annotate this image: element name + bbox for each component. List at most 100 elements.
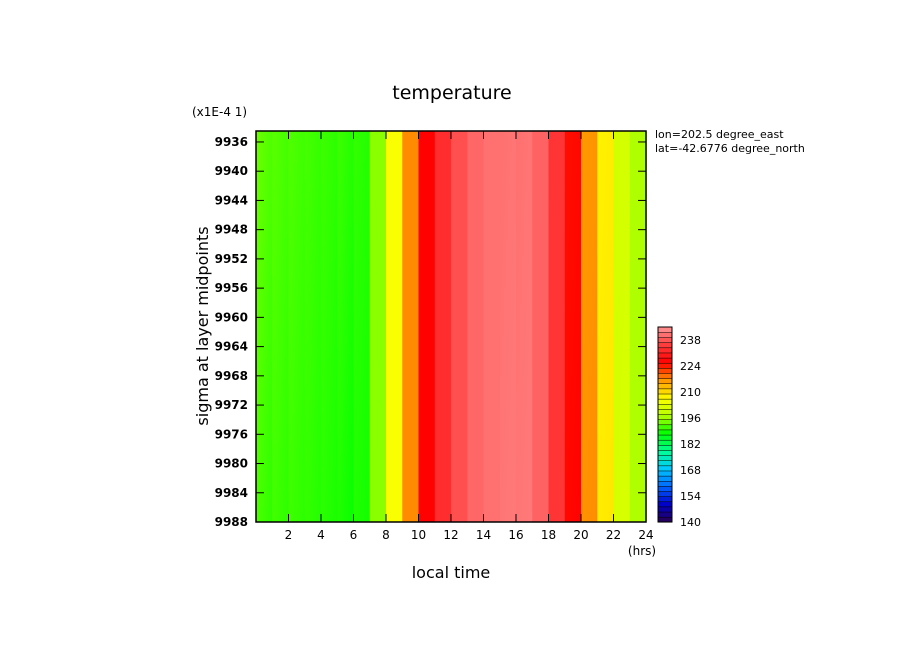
heatmap-cell (451, 131, 468, 522)
x-tick-label: 22 (606, 528, 621, 542)
colorbar-swatch (657, 398, 673, 405)
colorbar-tick-label: 210 (680, 386, 701, 399)
colorbar-frame (657, 326, 673, 523)
colorbar-tick-label: 224 (680, 360, 701, 373)
colorbar-swatch (657, 378, 673, 385)
colorbar-swatch (657, 439, 673, 446)
heatmap-cell (483, 131, 501, 522)
x-tick-label: 24 (638, 528, 653, 542)
y-tick-label: 9944 (215, 193, 248, 207)
colorbar-swatch (657, 372, 673, 379)
heatmap-cell (564, 131, 582, 522)
heatmap-cell (532, 131, 550, 522)
x-tick-label: 6 (350, 528, 358, 542)
heatmap-cell (321, 131, 338, 522)
colorbar-swatch (657, 465, 673, 472)
heatmap-cell (499, 131, 517, 522)
heatmap-cell (548, 131, 566, 522)
heatmap-cell (581, 131, 598, 522)
x-tick-label: 18 (541, 528, 556, 542)
colorbar-swatch (657, 403, 673, 410)
colorbar-swatch (657, 424, 673, 431)
annotation-lat: lat=-42.6776 degree_north (655, 142, 805, 155)
colorbar-swatch (657, 434, 673, 441)
heatmap-cell (288, 131, 306, 522)
colorbar-swatch (657, 388, 673, 395)
x-axis-ticks: 2 4 6 8 10 12 14 16 18 20 22 24 (285, 131, 654, 542)
colorbar-swatch (657, 419, 673, 426)
y-tick-label: 9980 (215, 457, 248, 471)
colorbar-swatch (657, 485, 673, 492)
heatmap-cell (434, 131, 452, 522)
heatmap-cell (467, 131, 485, 522)
colorbar-swatch (657, 352, 673, 359)
colorbar-swatch (657, 506, 673, 513)
y-tick-label: 9956 (215, 281, 248, 295)
y-tick-label: 9964 (215, 340, 248, 354)
heatmap-cell (353, 131, 371, 522)
x-tick-label: 8 (382, 528, 390, 542)
x-tick-label: 16 (508, 528, 523, 542)
colorbar-swatch (657, 357, 673, 364)
colorbar-swatch (657, 516, 673, 523)
chart-title: temperature (392, 82, 511, 104)
heatmap-cell (402, 131, 420, 522)
y-tick-label: 9984 (215, 486, 248, 500)
colorbar-swatch (657, 470, 673, 477)
colorbar-swatch (657, 429, 673, 436)
y-tick-label: 9976 (215, 427, 248, 441)
y-tick-label: 9940 (215, 164, 248, 178)
x-tick-label: 20 (573, 528, 588, 542)
colorbar-swatch (657, 496, 673, 503)
colorbar-tick-label: 196 (680, 412, 701, 425)
colorbar: 140 154 168 182 196 210 224 238 (657, 326, 701, 529)
colorbar-swatch (657, 367, 673, 374)
x-axis-label: local time (412, 563, 491, 582)
x-unit-label: (hrs) (628, 544, 656, 558)
y-scale-note: (x1E-4 1) (192, 105, 247, 119)
colorbar-swatch (657, 342, 673, 349)
heatmap-cell (629, 131, 647, 522)
plot-frame (255, 130, 647, 523)
y-tick-label: 9952 (215, 252, 248, 266)
colorbar-swatch (657, 408, 673, 415)
y-tick-label: 9936 (215, 135, 248, 149)
heatmap-cell (369, 131, 387, 522)
heatmap-cell (516, 131, 533, 522)
colorbar-tick-label: 182 (680, 438, 701, 451)
colorbar-swatch (657, 383, 673, 390)
y-tick-label: 9960 (215, 310, 248, 324)
colorbar-swatch (657, 331, 673, 338)
heatmap-cell (597, 131, 615, 522)
heatmap-cell (272, 131, 290, 522)
colorbar-swatch (657, 362, 673, 369)
heatmap-cell (304, 131, 322, 522)
heatmap-cell (613, 131, 631, 522)
colorbar-swatch (657, 480, 673, 487)
colorbar-swatch (657, 326, 673, 333)
y-tick-label: 9948 (215, 223, 248, 237)
colorbar-swatch (657, 455, 673, 461)
x-tick-label: 4 (317, 528, 325, 542)
colorbar-swatch (657, 413, 673, 420)
colorbar-tick-label: 140 (680, 516, 701, 529)
colorbar-swatch (657, 347, 673, 354)
heatmap-cell (337, 131, 355, 522)
x-tick-label: 10 (411, 528, 426, 542)
y-axis-label: sigma at layer midpoints (193, 226, 212, 425)
x-tick-label: 14 (476, 528, 491, 542)
colorbar-swatch (657, 501, 673, 508)
heatmap-cell (256, 131, 273, 522)
annotation-lon: lon=202.5 degree_east (655, 128, 784, 141)
x-tick-label: 2 (285, 528, 293, 542)
heatmap-cell (418, 131, 436, 522)
y-tick-label: 9988 (215, 515, 248, 529)
colorbar-swatch (657, 475, 673, 482)
colorbar-swatch (657, 511, 673, 518)
y-axis-ticks: 9936 9940 9944 9948 9952 9956 9960 9964 9968 9972… (215, 135, 646, 529)
colorbar-swatch (657, 449, 673, 456)
colorbar-tick-label: 238 (680, 334, 701, 347)
y-tick-label: 9968 (215, 369, 248, 383)
heatmap-field (256, 131, 647, 522)
